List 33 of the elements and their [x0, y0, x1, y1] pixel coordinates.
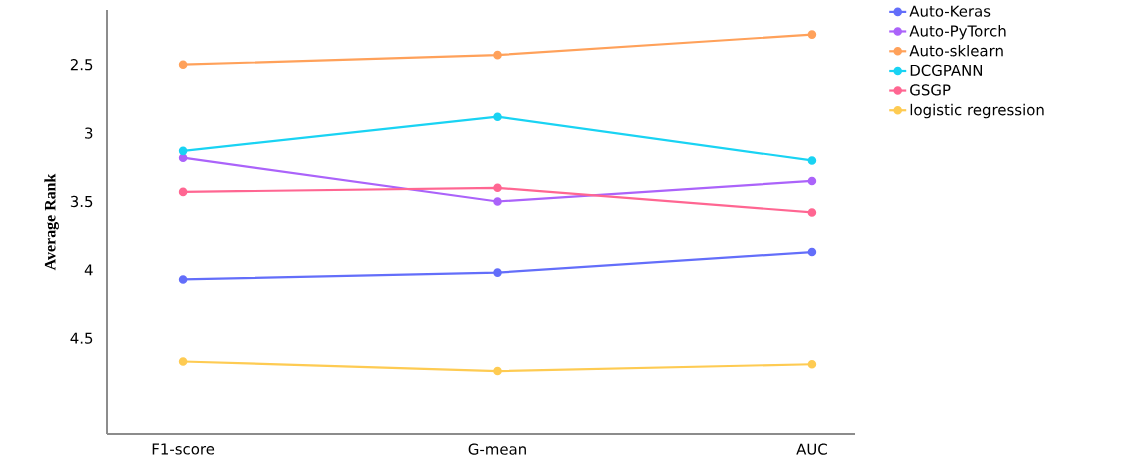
point: [493, 268, 502, 277]
point: [178, 275, 188, 284]
point: [807, 359, 817, 369]
point: [807, 156, 817, 165]
point: [493, 112, 502, 121]
y-tick-label: 3: [85, 127, 93, 139]
point: [178, 60, 188, 69]
x-tick-label: G-mean: [468, 443, 526, 455]
point: [178, 153, 188, 162]
legend-label: GSGP: [910, 84, 951, 96]
point: [178, 187, 188, 197]
point: [178, 357, 188, 366]
point: [807, 247, 817, 257]
legend-label: Auto-Keras: [909, 5, 991, 17]
y-tick-label: 2.5: [70, 59, 93, 71]
y-tick-label: 4: [84, 264, 93, 276]
y-tick-label: 3.5: [70, 195, 93, 208]
point: [178, 146, 188, 156]
point: [493, 197, 502, 206]
y-tick-label: 4.5: [70, 332, 93, 344]
legend-label: Auto-sklearn: [909, 44, 1003, 57]
point: [807, 208, 817, 217]
point: [493, 183, 502, 193]
point: [493, 50, 502, 60]
legend-label: DCGPANN: [910, 64, 982, 77]
point: [807, 30, 817, 39]
legend-label: Auto-PyTorch: [909, 25, 1006, 40]
x-tick-label: AUC: [796, 443, 827, 455]
y-axis-title: Average Rank: [44, 173, 59, 271]
x-tick-label: F1-score: [152, 443, 215, 455]
legend-label: logistic regression: [910, 103, 1044, 119]
point: [493, 366, 502, 376]
point: [807, 176, 817, 186]
